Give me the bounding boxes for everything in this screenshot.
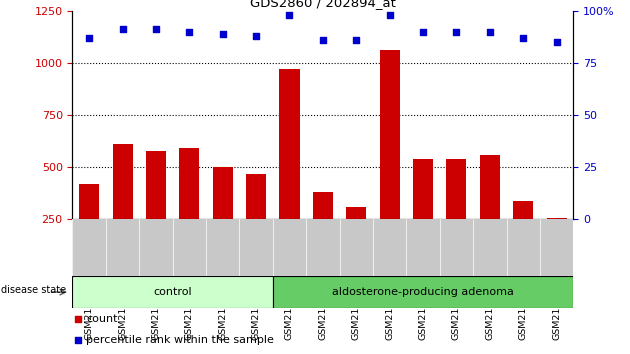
Point	[185, 29, 195, 34]
Point	[552, 39, 562, 45]
Text: percentile rank within the sample: percentile rank within the sample	[86, 335, 274, 345]
Point	[485, 29, 495, 34]
Point	[385, 12, 395, 18]
Bar	[273, 276, 573, 308]
Point	[418, 29, 428, 34]
Point	[518, 35, 529, 41]
Bar	[413, 159, 433, 272]
Bar	[480, 155, 500, 272]
Bar	[513, 201, 533, 272]
Point	[151, 27, 161, 32]
Bar	[180, 148, 199, 272]
Point	[251, 33, 261, 39]
Text: aldosterone-producing adenoma: aldosterone-producing adenoma	[332, 287, 514, 297]
Bar	[113, 144, 132, 272]
Text: disease state: disease state	[1, 285, 66, 295]
Point	[352, 37, 362, 43]
Bar	[380, 50, 399, 272]
Bar	[280, 69, 299, 272]
Bar	[313, 192, 333, 272]
Point	[285, 12, 295, 18]
Bar	[246, 173, 266, 272]
Point	[74, 316, 84, 321]
Bar	[146, 150, 166, 272]
Bar	[447, 159, 466, 272]
Point	[218, 31, 228, 36]
Bar	[346, 207, 366, 272]
Point	[318, 37, 328, 43]
Point	[84, 35, 94, 41]
Bar	[79, 184, 99, 272]
Bar	[547, 218, 566, 272]
Bar	[72, 276, 273, 308]
Title: GDS2860 / 202894_at: GDS2860 / 202894_at	[250, 0, 396, 10]
Bar	[213, 167, 232, 272]
Text: control: control	[153, 287, 192, 297]
Text: count: count	[86, 314, 118, 324]
Point	[452, 29, 462, 34]
Point	[74, 337, 84, 343]
Point	[118, 27, 128, 32]
